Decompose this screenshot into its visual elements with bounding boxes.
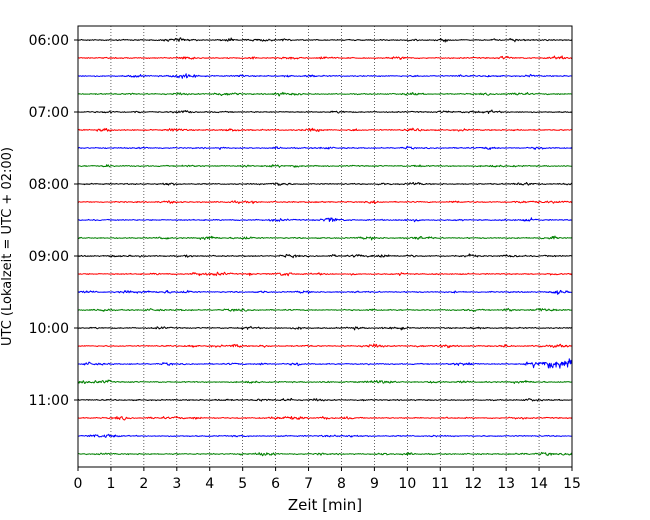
y-tick-label: 08:00	[29, 177, 69, 193]
trace-line	[77, 235, 573, 241]
grid-layer	[110, 26, 540, 467]
x-tick-label: 1	[106, 476, 115, 492]
x-axis-label: Zeit [min]	[288, 496, 362, 514]
trace-line	[77, 379, 573, 384]
trace-line	[77, 397, 573, 402]
trace-line	[77, 271, 573, 277]
trace-line	[77, 433, 573, 438]
trace-line	[77, 73, 573, 79]
x-tick-label: 3	[172, 476, 181, 492]
trace-line	[77, 307, 573, 312]
plot-frame	[77, 25, 573, 468]
x-tick-label: 2	[139, 476, 148, 492]
trace-line	[77, 451, 573, 457]
trace-line	[77, 55, 573, 61]
x-tick-label: 0	[74, 476, 83, 492]
trace-line	[77, 289, 573, 295]
x-tick-label: 4	[205, 476, 214, 492]
x-tick-label: 6	[271, 476, 280, 492]
x-tick-label: 8	[337, 476, 346, 492]
trace-line	[77, 200, 573, 205]
trace-line	[77, 181, 573, 186]
trace-layer	[77, 37, 573, 457]
trace-line	[77, 253, 573, 259]
trace-line	[77, 415, 573, 421]
x-tick-label: 11	[431, 476, 449, 492]
x-tick-label: 5	[238, 476, 247, 492]
x-tick-label: 13	[497, 476, 515, 492]
x-tick-label: 12	[464, 476, 482, 492]
tick-layer: 0 1 2 3 4 5 6 7 8 9 10 11 12 13 14 1506:0007:0008:0009:…	[29, 33, 581, 492]
y-tick-label: 07:00	[29, 105, 69, 121]
trace-line	[77, 164, 573, 168]
trace-line	[77, 325, 573, 331]
x-tick-label: 7	[304, 476, 313, 492]
y-tick-label: 11:00	[29, 393, 69, 409]
trace-line	[77, 358, 573, 369]
trace-line	[77, 37, 573, 43]
x-tick-label: 9	[370, 476, 379, 492]
y-tick-label: 09:00	[29, 249, 69, 265]
y-tick-label: 10:00	[29, 321, 69, 337]
y-tick-label: 06:00	[29, 33, 69, 49]
trace-line	[77, 145, 573, 150]
y-axis-label: UTC (Lokalzeit = UTC + 02:00)	[0, 147, 15, 346]
trace-line	[77, 343, 573, 349]
x-tick-label: 10	[398, 476, 416, 492]
trace-line	[77, 127, 573, 132]
trace-line	[77, 109, 573, 115]
x-tick-label: 15	[563, 476, 581, 492]
x-tick-label: 14	[530, 476, 548, 492]
trace-line	[77, 217, 573, 223]
trace-line	[78, 91, 573, 97]
